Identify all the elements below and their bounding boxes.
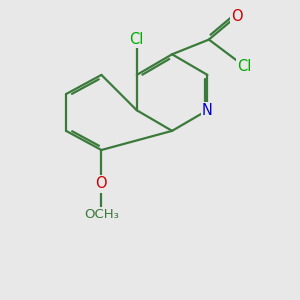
Text: Cl: Cl xyxy=(130,32,144,47)
Text: Cl: Cl xyxy=(237,58,251,74)
Text: OCH₃: OCH₃ xyxy=(84,208,119,221)
Text: O: O xyxy=(231,8,243,23)
Text: N: N xyxy=(202,103,213,118)
Text: O: O xyxy=(96,176,107,191)
Text: O: O xyxy=(96,176,107,191)
